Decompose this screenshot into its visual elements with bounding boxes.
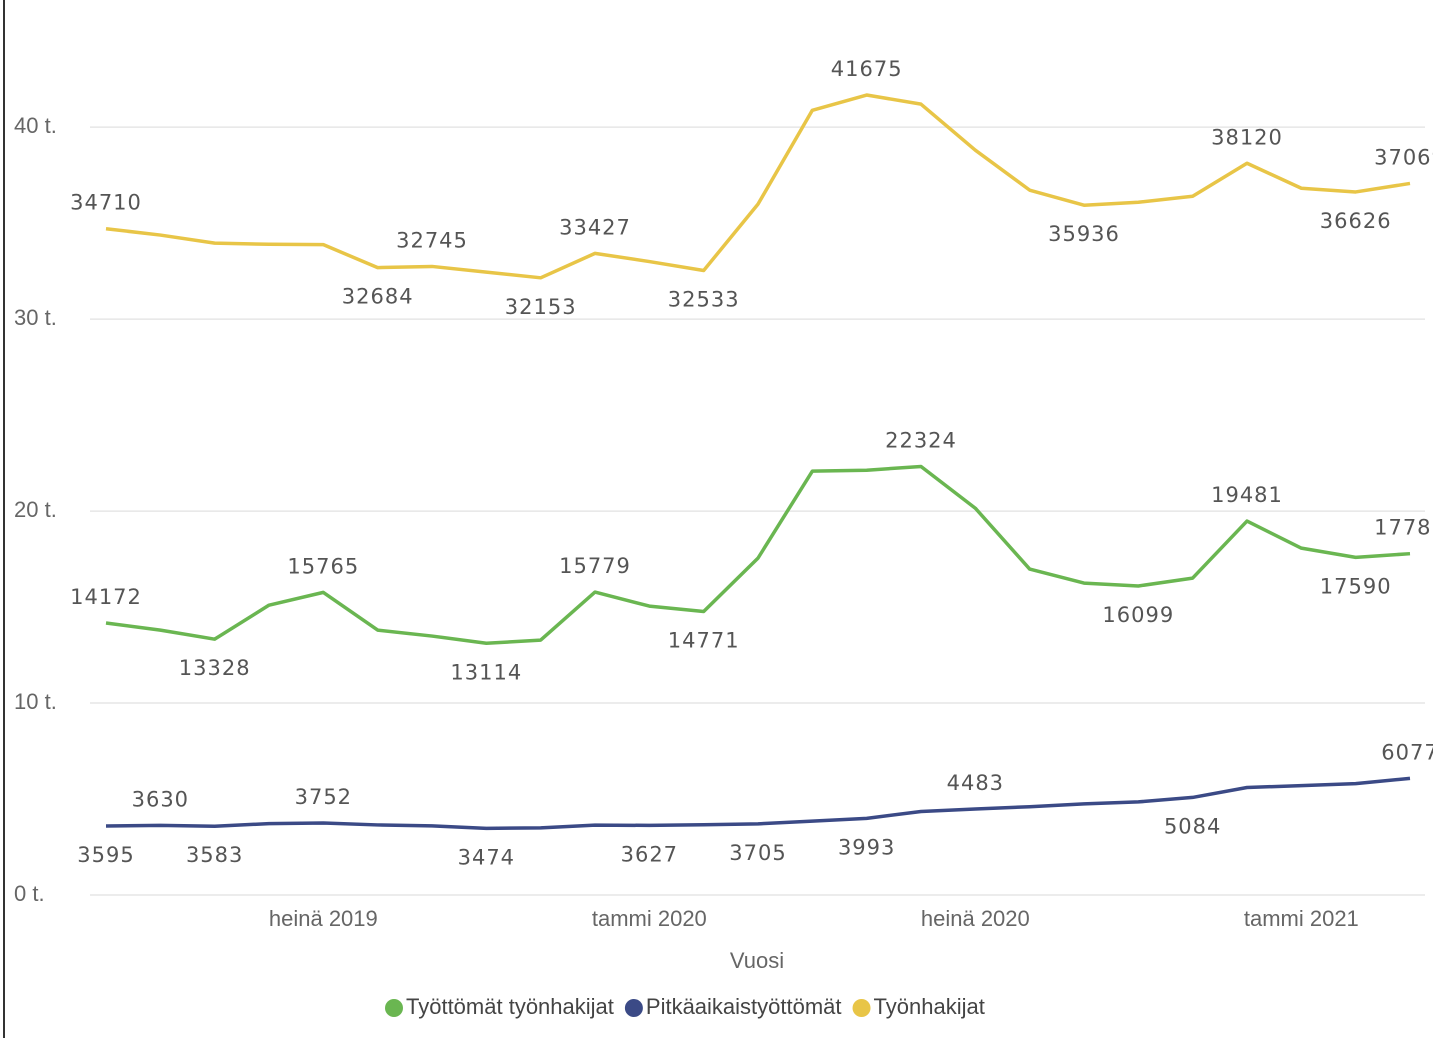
- legend-marker: [852, 999, 871, 1017]
- data-label: 3752: [295, 785, 352, 809]
- data-label: 32745: [396, 228, 468, 252]
- x-tick-label: tammi 2020: [592, 906, 707, 931]
- data-label: 35936: [1048, 222, 1120, 246]
- legend-label: Pitkäaikaistyöttömät: [646, 994, 842, 1019]
- data-label: 14172: [70, 585, 142, 609]
- data-label: 13328: [179, 656, 251, 680]
- data-label: 34710: [70, 191, 142, 215]
- data-label: 38120: [1211, 125, 1283, 149]
- legend-label: Työttömät työnhakijat: [406, 994, 614, 1019]
- data-label: 3474: [458, 845, 515, 869]
- data-label: 4483: [947, 771, 1004, 795]
- data-label: 14771: [668, 628, 740, 652]
- data-label: 32684: [342, 285, 414, 309]
- data-label: 19481: [1211, 483, 1283, 507]
- x-tick-label: heinä 2019: [269, 906, 378, 931]
- legend: Työttömät työnhakijat Pitkäaikaistyöttömä…: [385, 994, 985, 1019]
- data-label: 3993: [838, 835, 895, 859]
- series-line: [105, 776, 1411, 831]
- data-label: 15779: [559, 554, 631, 578]
- data-label: 6077: [1381, 740, 1433, 764]
- x-tick-label: heinä 2020: [921, 906, 1030, 931]
- x-axis-label: Vuosi: [730, 948, 784, 973]
- y-tick-label: 40 t.: [14, 113, 57, 138]
- data-label: 41675: [831, 57, 903, 81]
- data-label: 36626: [1320, 209, 1392, 233]
- data-label: 3595: [77, 843, 134, 867]
- data-label: 17781: [1374, 516, 1433, 540]
- data-label: 16099: [1102, 603, 1174, 627]
- data-label: 3705: [729, 841, 786, 865]
- data-label: 32153: [505, 295, 577, 319]
- data-label: 37069: [1374, 145, 1433, 169]
- data-label: 3630: [132, 787, 189, 811]
- data-label: 15765: [287, 554, 359, 578]
- legend-marker: [385, 999, 403, 1017]
- y-tick-label: 0 t.: [14, 881, 45, 906]
- data-label: 3627: [621, 842, 678, 866]
- data-label: 32533: [668, 288, 740, 312]
- legend-label: Työnhakijat: [874, 994, 985, 1019]
- series-line: [105, 464, 1411, 646]
- y-tick-label: 20 t.: [14, 497, 57, 522]
- y-tick-label: 30 t.: [14, 305, 57, 330]
- legend-marker: [624, 999, 643, 1017]
- data-label: 17590: [1320, 574, 1392, 598]
- data-label: 5084: [1164, 814, 1221, 838]
- data-label: 22324: [885, 428, 957, 452]
- data-label: 3583: [186, 843, 243, 867]
- x-tick-label: tammi 2021: [1244, 906, 1359, 931]
- data-label: 33427: [559, 215, 631, 239]
- data-label: 13114: [450, 660, 522, 684]
- series-line: [105, 93, 1411, 280]
- y-tick-label: 10 t.: [14, 689, 57, 714]
